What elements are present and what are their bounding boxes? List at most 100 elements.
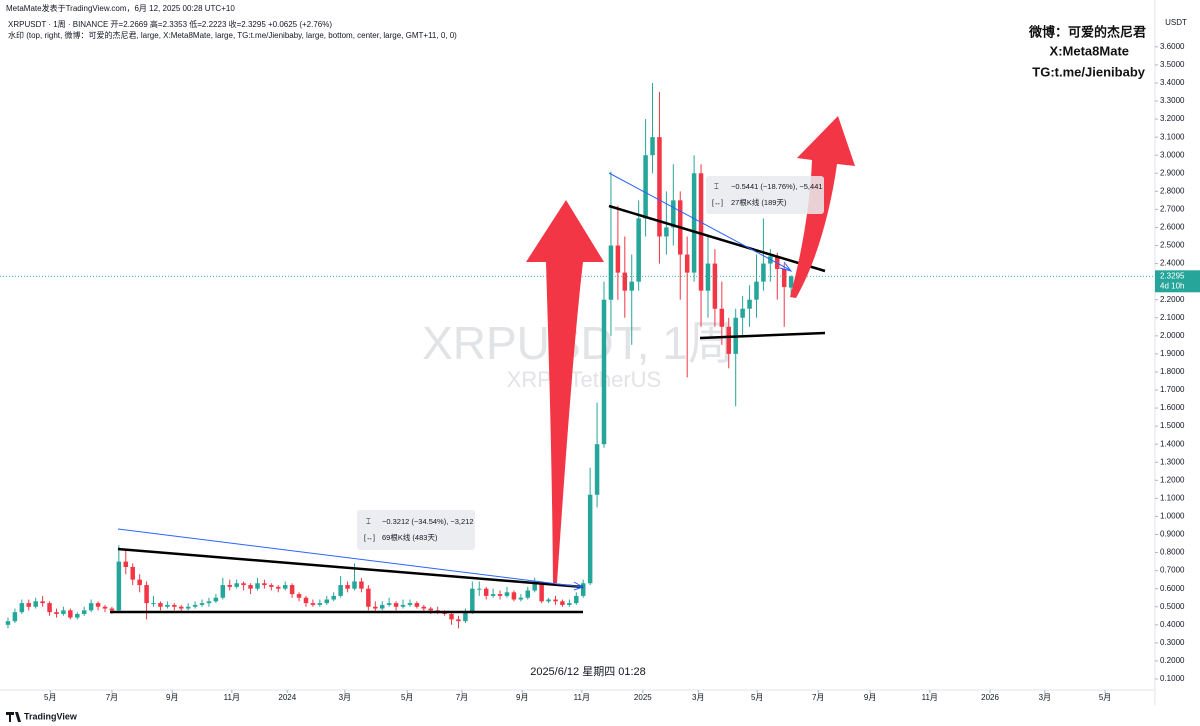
candle-body xyxy=(636,218,641,282)
candle-body xyxy=(137,579,142,586)
trendline xyxy=(608,204,826,273)
y-tick-label: 0.7000 xyxy=(1160,566,1185,575)
candle-body xyxy=(518,597,524,600)
candle-body xyxy=(331,595,336,600)
candle-body xyxy=(463,612,468,622)
candle-body xyxy=(47,603,52,613)
y-tick-label: 0.2000 xyxy=(1160,656,1185,665)
candle-body xyxy=(580,583,586,596)
measure-text: −0.5441 (−18.76%), −5,441 xyxy=(731,182,823,191)
candle-body xyxy=(130,567,135,580)
y-tick-label: 2.4000 xyxy=(1160,259,1185,268)
candle-body xyxy=(470,588,475,613)
x-tick-label: 3月 xyxy=(692,693,704,702)
candle-body xyxy=(477,588,482,590)
candle-body xyxy=(123,561,129,568)
candle-body xyxy=(712,263,718,309)
candle-body xyxy=(379,604,385,609)
candle-body xyxy=(650,137,655,156)
candle-body xyxy=(262,583,267,586)
y-tick-label: 1.2000 xyxy=(1160,475,1185,484)
y-tick-label: 0.9000 xyxy=(1160,530,1185,539)
measure-icon: [↔] xyxy=(712,200,723,207)
candle-body xyxy=(303,597,309,604)
candle-body xyxy=(657,137,662,237)
candle-body xyxy=(497,594,503,596)
measure-line xyxy=(608,172,791,271)
x-tick-label: 5月 xyxy=(44,693,56,702)
watermark-line: 水印 (top, right, 微博：可爱的杰尼君, large, X:Meta… xyxy=(8,30,457,40)
measure-icon: [↔] xyxy=(364,535,375,542)
x-tick-label: 9月 xyxy=(864,693,876,702)
y-tick-label: 3.2000 xyxy=(1160,114,1185,123)
candle-body xyxy=(393,603,399,607)
x-tick-label: 2024 xyxy=(278,693,296,702)
candle-body xyxy=(594,444,600,495)
x-tick-label: 7月 xyxy=(456,693,468,702)
candle-body xyxy=(227,585,233,587)
candle-body xyxy=(615,245,621,273)
candle-body xyxy=(740,308,745,318)
y-tick-label: 2.1000 xyxy=(1160,313,1185,322)
x-tick-label: 11月 xyxy=(224,693,240,702)
candle-body xyxy=(407,603,413,605)
candle-body xyxy=(26,603,32,607)
candle-body xyxy=(75,613,80,618)
candle-body xyxy=(671,200,676,228)
candle-body xyxy=(54,612,59,614)
y-tick-label: 2.7000 xyxy=(1160,205,1185,214)
candle-body xyxy=(511,592,517,600)
watermark-weibo: 微博：可爱的杰尼君 xyxy=(1028,24,1146,39)
measure-text: 69根K线 (483天) xyxy=(382,532,438,542)
y-tick-label: 1.9000 xyxy=(1160,349,1185,358)
measure-box xyxy=(706,176,824,214)
candle-body xyxy=(373,606,378,609)
candle-body xyxy=(206,601,212,604)
candle-body xyxy=(560,601,565,605)
candle-body xyxy=(289,585,295,595)
y-tick-label: 3.3000 xyxy=(1160,96,1185,105)
candle-body xyxy=(691,173,697,273)
measure-box xyxy=(357,510,475,550)
y-tick-label: 0.6000 xyxy=(1160,584,1185,593)
candle-body xyxy=(269,585,274,587)
candle-body xyxy=(539,583,544,602)
candle-body xyxy=(352,581,357,589)
measure-icon: ⌶ xyxy=(714,182,719,191)
y-tick-label: 2.6000 xyxy=(1160,223,1185,232)
candle-body xyxy=(241,583,246,586)
candle-body xyxy=(761,263,766,282)
drawings: ⌶ −0.3212 (−34.54%), −3,212 [↔] 69根K线 (4… xyxy=(110,116,855,614)
candle-body xyxy=(109,608,115,611)
y-tick-label: 1.1000 xyxy=(1160,493,1185,502)
candle-body xyxy=(220,585,226,598)
candle-body xyxy=(754,281,759,300)
x-tick-label: 5月 xyxy=(401,693,413,702)
y-tick-label: 1.8000 xyxy=(1160,367,1185,376)
y-tick-label: 2.9000 xyxy=(1160,168,1185,177)
candle-body xyxy=(192,604,198,607)
candle-body xyxy=(414,603,420,607)
candle-body xyxy=(608,245,614,300)
x-tick-label: 9月 xyxy=(516,693,528,702)
y-tick-label: 2.5000 xyxy=(1160,241,1185,250)
candle-body xyxy=(61,610,66,614)
axis-unit: USDT xyxy=(1165,18,1187,27)
measure-line xyxy=(117,528,583,588)
y-tick-label: 3.1000 xyxy=(1160,132,1185,141)
candle-body xyxy=(553,599,558,602)
candle-body xyxy=(664,227,669,237)
x-tick-label: 3月 xyxy=(339,693,351,702)
symbol-watermark: XRPUSDT, 1周 xyxy=(422,317,734,369)
measure-icon: ⌶ xyxy=(366,517,371,526)
candle-body xyxy=(248,585,253,589)
publish-info: MetaMate发表于TradingView.com，6月 12, 2025 0… xyxy=(6,3,235,13)
y-tick-label: 2.0000 xyxy=(1160,331,1185,340)
y-tick-label: 1.6000 xyxy=(1160,403,1185,412)
candle-body xyxy=(338,585,343,596)
footer: TradingView xyxy=(24,711,78,721)
candle-body xyxy=(165,604,170,607)
candle-body xyxy=(213,597,219,602)
